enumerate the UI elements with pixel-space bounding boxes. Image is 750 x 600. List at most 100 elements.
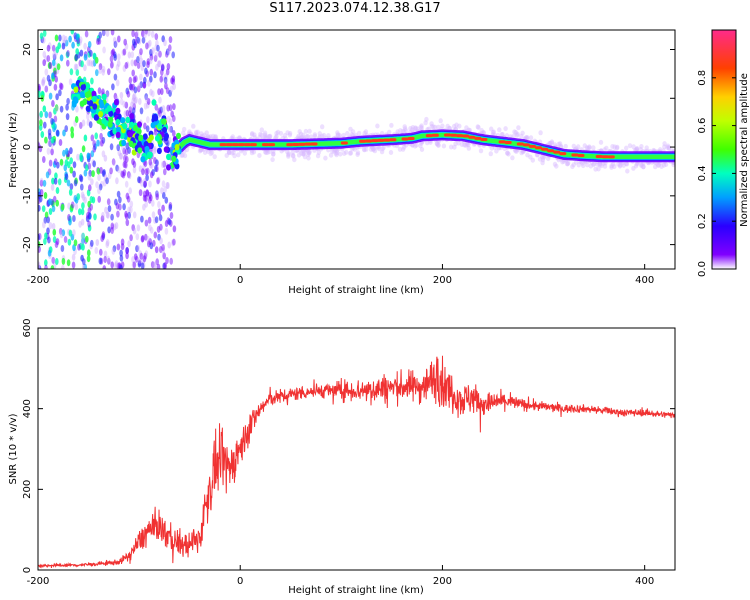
- heatmap-cell: [497, 127, 502, 133]
- heatmap-cell: [300, 132, 306, 138]
- heatmap-cell: [114, 198, 118, 206]
- heatmap-cell: [250, 131, 255, 136]
- heatmap-cell: [306, 152, 311, 157]
- heatmap-cell: [161, 118, 167, 125]
- heatmap-cell: [187, 129, 192, 135]
- heatmap-cell: [44, 136, 48, 144]
- heatmap-cell: [134, 31, 139, 39]
- heatmap-cell: [154, 51, 159, 59]
- heatmap-cell: [125, 142, 129, 150]
- heatmap-cell: [368, 146, 374, 152]
- heatmap-cell: [44, 85, 49, 93]
- heatmap-cell: [124, 212, 129, 220]
- heatmap-cell: [342, 151, 347, 156]
- heatmap-cell: [51, 72, 55, 80]
- heatmap-cell: [334, 150, 340, 156]
- heatmap-cell: [161, 244, 165, 251]
- heatmap-cell: [267, 133, 273, 139]
- heatmap-cell: [137, 121, 142, 128]
- heatmap-cell: [80, 60, 84, 68]
- heatmap-cell: [160, 68, 164, 76]
- heatmap-cell: [352, 146, 357, 152]
- heatmap-cell: [50, 148, 54, 156]
- heatmap-cell: [659, 164, 664, 169]
- heatmap-cell: [160, 64, 165, 72]
- heatmap-cell: [112, 159, 116, 167]
- heatmap-cell: [42, 76, 46, 84]
- heatmap-cell: [52, 59, 56, 67]
- heatmap-cell: [140, 235, 145, 243]
- heatmap-cell: [456, 140, 461, 146]
- heatmap-cell: [413, 126, 418, 132]
- heatmap-cell: [102, 30, 106, 37]
- heatmap-cell: [114, 40, 118, 48]
- heatmap-cell: [59, 158, 64, 166]
- heatmap-cell: [134, 96, 138, 104]
- heatmap-cell: [157, 208, 162, 216]
- heatmap-cell: [40, 131, 45, 138]
- heatmap-cell: [167, 136, 172, 144]
- heatmap-cell: [317, 134, 322, 140]
- heatmap-cell: [53, 83, 58, 91]
- heatmap-cell: [355, 152, 360, 157]
- heatmap-cell: [401, 144, 407, 150]
- heatmap-cell: [75, 69, 80, 76]
- heatmap-cell: [114, 260, 119, 268]
- heatmap-cell: [94, 247, 99, 254]
- heatmap-cell: [286, 151, 291, 157]
- heatmap-cell: [565, 160, 571, 166]
- heatmap-cell: [90, 178, 94, 186]
- heatmap-cell: [153, 231, 158, 239]
- heatmap-cell: [537, 156, 543, 162]
- heatmap-cell: [70, 201, 75, 209]
- heatmap-cell: [43, 121, 47, 129]
- heatmap-cell: [116, 210, 120, 218]
- heatmap-cell: [154, 103, 159, 111]
- heatmap-cell: [144, 30, 148, 35]
- heatmap-cell: [150, 122, 156, 129]
- heatmap-cell: [69, 183, 74, 191]
- heatmap-cell: [66, 259, 71, 267]
- heatmap-cell: [127, 240, 131, 248]
- heatmap-cell: [137, 256, 142, 264]
- heatmap-cell: [152, 261, 156, 269]
- heatmap-cell: [466, 142, 471, 148]
- heatmap-cell: [113, 92, 118, 100]
- heatmap-cell: [610, 144, 615, 149]
- heatmap-cell: [181, 130, 186, 136]
- heatmap-cell: [48, 111, 52, 119]
- heatmap-cell: [87, 220, 91, 228]
- heatmap-cell: [91, 170, 95, 178]
- heatmap-cell: [408, 126, 413, 131]
- heatmap-cell: [52, 51, 56, 59]
- heatmap-cell: [73, 239, 78, 247]
- heatmap-cell: [156, 176, 161, 184]
- heatmap-cell: [144, 219, 149, 227]
- heatmap-cell: [333, 151, 338, 156]
- heatmap-cell: [152, 147, 157, 155]
- heatmap-cell: [149, 242, 154, 250]
- x-tick-label: -200: [27, 576, 50, 587]
- heatmap-cell: [127, 172, 132, 180]
- heatmap-cell: [113, 73, 118, 81]
- heatmap-cell: [41, 78, 45, 86]
- heatmap-cell: [144, 95, 149, 103]
- heatmap-cell: [115, 131, 121, 139]
- heatmap-cell: [271, 151, 276, 157]
- heatmap-cell: [514, 132, 520, 138]
- y-tick-label: -20: [22, 236, 33, 252]
- heatmap-cell: [132, 92, 137, 100]
- spectrogram-heatmap: [38, 30, 675, 269]
- x-tick-label: 0: [237, 576, 243, 587]
- heatmap-cell: [121, 171, 126, 179]
- heatmap-cell: [434, 141, 440, 147]
- heatmap-cell: [302, 154, 308, 160]
- heatmap-cell: [259, 132, 264, 138]
- heatmap-cell: [132, 76, 137, 84]
- heatmap-cell: [153, 145, 157, 153]
- heatmap-cell: [123, 154, 127, 162]
- heatmap-cell: [145, 189, 150, 197]
- heatmap-cell: [132, 227, 137, 235]
- heatmap-cell: [90, 134, 95, 142]
- heatmap-cell: [87, 173, 92, 181]
